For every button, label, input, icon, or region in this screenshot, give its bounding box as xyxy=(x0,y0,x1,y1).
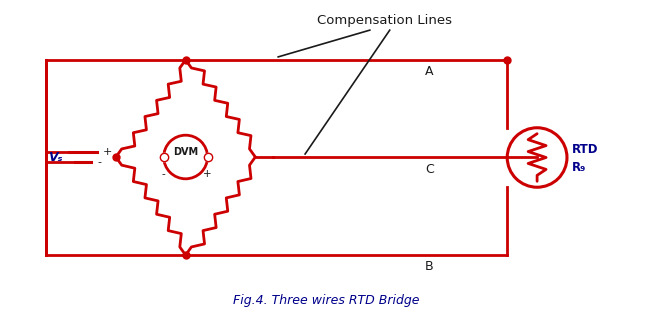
Text: Vₛ: Vₛ xyxy=(48,150,62,164)
Text: DVM: DVM xyxy=(173,147,198,157)
Text: -: - xyxy=(97,157,101,167)
Text: A: A xyxy=(425,65,434,78)
Text: Fig.4. Three wires RTD Bridge: Fig.4. Three wires RTD Bridge xyxy=(232,294,419,307)
Text: +: + xyxy=(203,169,212,179)
Text: Compensation Lines: Compensation Lines xyxy=(317,14,453,27)
Text: RTD: RTD xyxy=(572,143,598,156)
Text: -: - xyxy=(162,169,166,179)
Text: B: B xyxy=(425,260,434,273)
Text: R₉: R₉ xyxy=(572,161,586,174)
Text: +: + xyxy=(103,147,112,157)
Text: C: C xyxy=(425,163,434,176)
